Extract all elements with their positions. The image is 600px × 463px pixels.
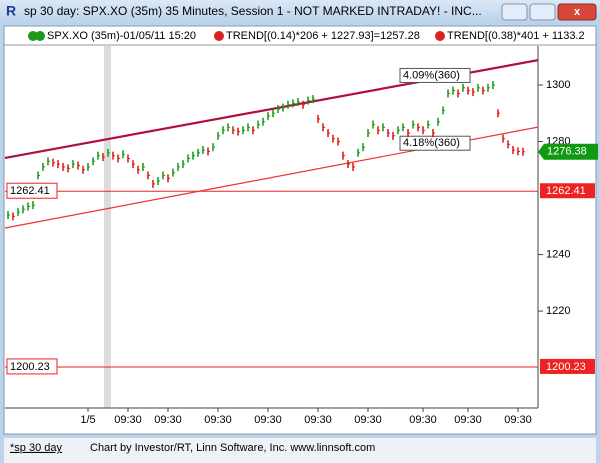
- legend-dot: [35, 31, 45, 41]
- x-tick-label: 09:30: [154, 414, 182, 426]
- maximize-button[interactable]: [529, 3, 556, 21]
- last-tag: [538, 143, 598, 160]
- legend-item: TREND[(0.14)*206 + 1227.93]=1257.28: [226, 30, 420, 42]
- x-tick-label: 09:30: [409, 414, 437, 426]
- level-label: 1200.23: [546, 361, 586, 373]
- trend-tag: [399, 67, 471, 83]
- legend-item: SPX.XO (35m)-01/05/11 15:20: [47, 30, 196, 42]
- trend-label: 4.18%(360): [403, 137, 460, 149]
- legend-dot: [214, 31, 224, 41]
- level-tag: [540, 183, 595, 199]
- level-label: 1262.41: [546, 185, 586, 197]
- x-tick-label: 1/5: [80, 414, 95, 426]
- footer: Chart by Investor/RT, Linn Software, Inc…: [90, 442, 375, 454]
- trend-label: 4.09%(360): [403, 69, 460, 81]
- x-tick-label: 09:30: [454, 414, 482, 426]
- level-tag: [540, 358, 595, 374]
- legend-dot: [28, 31, 38, 41]
- window-title: sp 30 day: SPX.XO (35m) 35 Minutes, Sess…: [24, 4, 482, 18]
- x-tick-label: 09:30: [114, 414, 142, 426]
- level-tag: [6, 358, 58, 375]
- level-label: 1200.23: [10, 361, 50, 373]
- chart-panel: [3, 25, 597, 435]
- close-button[interactable]: [557, 3, 597, 21]
- status-bar: [4, 438, 596, 463]
- x-tick-label: 09:30: [504, 414, 532, 426]
- legend-item: TREND[(0.38)*401 + 1133.2: [447, 30, 585, 42]
- legend-dot: [435, 31, 445, 41]
- x-tick-label: 09:30: [354, 414, 382, 426]
- trend-tag: [399, 135, 471, 151]
- app-icon: R: [6, 3, 16, 19]
- last-label: 1276.38: [547, 146, 587, 158]
- session-band: [104, 46, 111, 408]
- level-tag: [6, 182, 58, 199]
- x-tick-label: 09:30: [254, 414, 282, 426]
- title-bar: [0, 0, 600, 24]
- tab[interactable]: *sp 30 day: [10, 442, 62, 454]
- level-label: 1262.41: [10, 185, 50, 197]
- minimize-button[interactable]: [501, 3, 528, 21]
- y-tick-label: 1300: [546, 79, 570, 91]
- x-tick-label: 09:30: [304, 414, 332, 426]
- y-tick-label: 1220: [546, 305, 570, 317]
- y-tick-label: 1240: [546, 248, 570, 260]
- close-x: x: [574, 6, 581, 18]
- x-tick-label: 09:30: [204, 414, 232, 426]
